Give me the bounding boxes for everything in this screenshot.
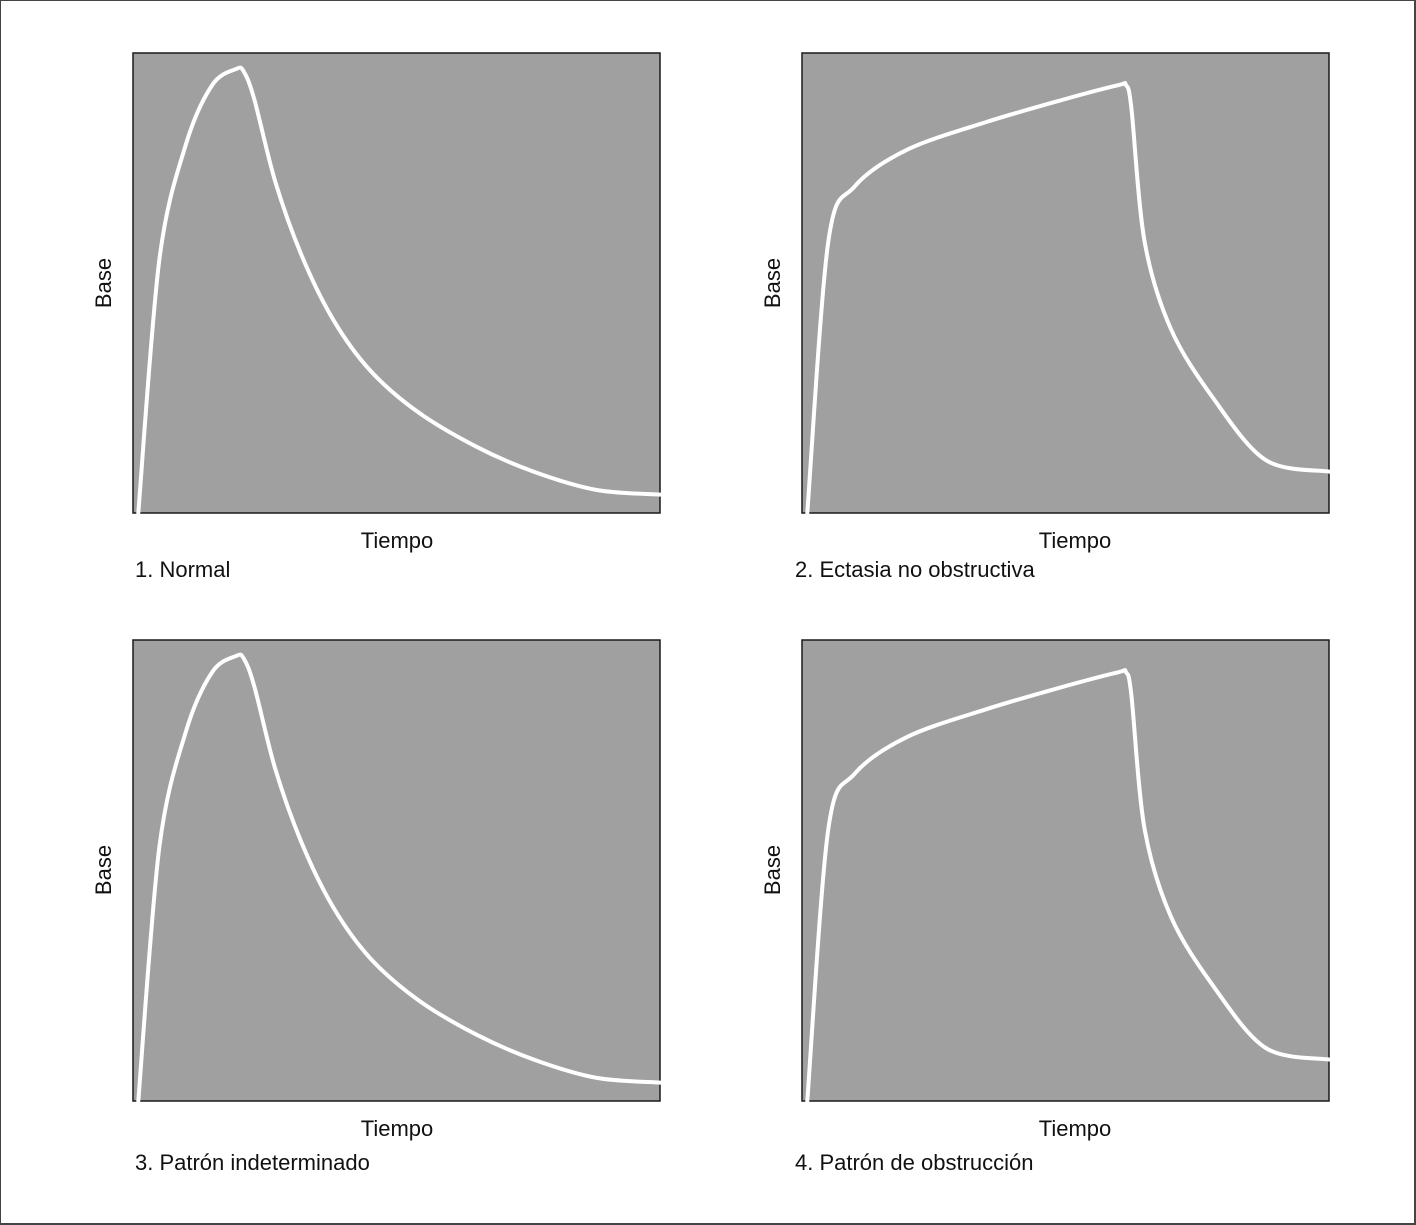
chart-panel-4: Base Tiempo 4. Patrón de obstrucción [760, 639, 1331, 1175]
panel-caption: 4. Patrón de obstrucción [795, 1150, 1033, 1175]
y-axis-label: Base [91, 258, 116, 308]
x-axis-label: Tiempo [1039, 1116, 1112, 1141]
series-line [136, 652, 662, 1103]
panel-caption: 2. Ectasia no obstructiva [795, 557, 1035, 582]
y-axis-label: Base [91, 845, 116, 895]
x-axis-label: Tiempo [1039, 528, 1112, 553]
series-line [805, 668, 1331, 1103]
panel-caption: 3. Patrón indeterminado [135, 1150, 370, 1175]
chart-panel-2: Base Tiempo 2. Ectasia no obstructiva [760, 52, 1331, 582]
series-line [136, 65, 662, 515]
x-axis-label: Tiempo [361, 528, 434, 553]
series-line [805, 80, 1331, 515]
plot-area [132, 639, 661, 1102]
chart-panel-3: Base Tiempo 3. Patrón indeterminado [91, 639, 662, 1175]
y-axis-label: Base [760, 258, 785, 308]
plot-area [132, 52, 661, 514]
panel-caption: 1. Normal [135, 557, 230, 582]
y-axis-label: Base [760, 845, 785, 895]
chart-panel-1: Base Tiempo 1. Normal [91, 52, 662, 582]
x-axis-label: Tiempo [361, 1116, 434, 1141]
